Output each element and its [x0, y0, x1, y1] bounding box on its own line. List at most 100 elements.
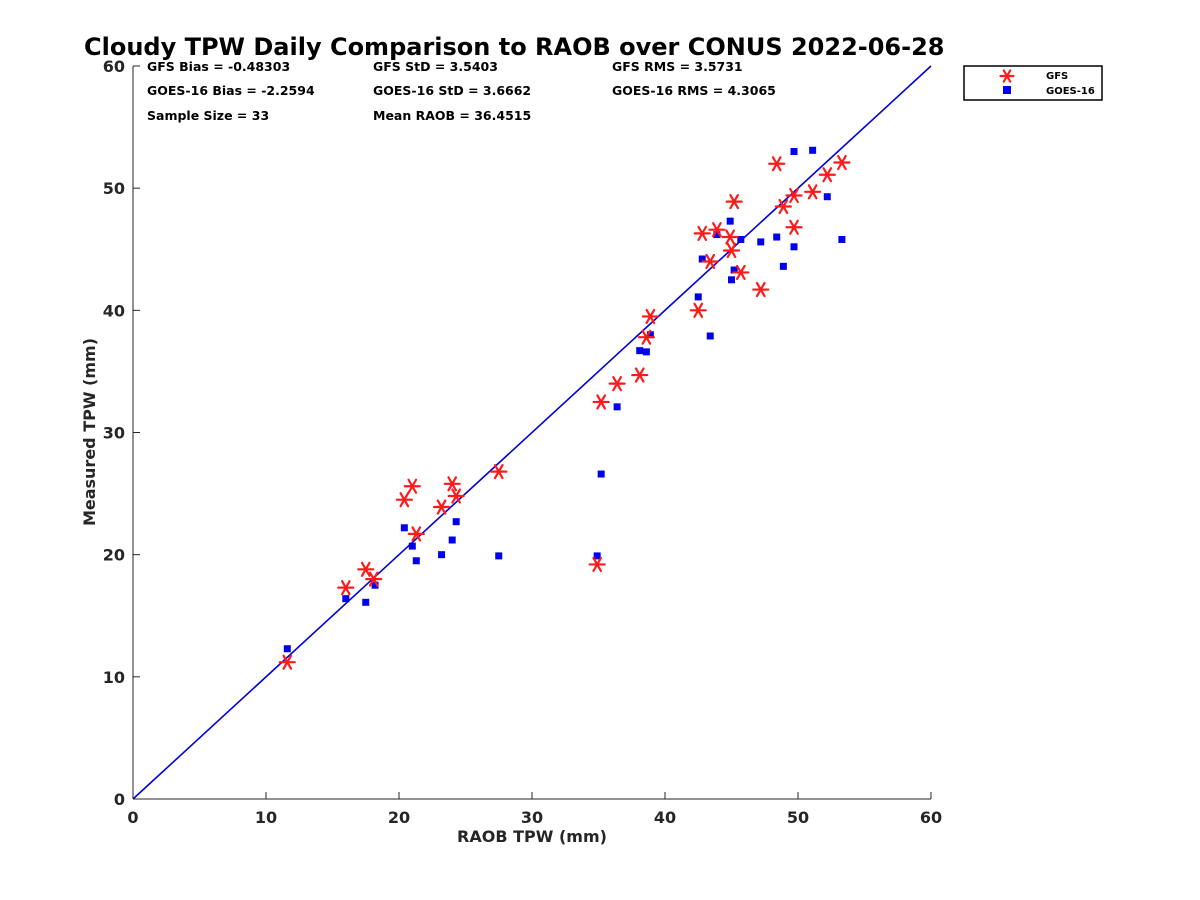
gfs-point — [592, 394, 610, 410]
y-tick-label: 0 — [114, 790, 125, 809]
gfs-point — [432, 499, 451, 515]
goes16-point — [593, 552, 601, 560]
goes16-point — [823, 193, 831, 201]
goes16-point — [613, 403, 621, 411]
gfs-point — [637, 329, 655, 345]
y-tick-label: 60 — [103, 57, 125, 76]
gfs-point — [785, 219, 803, 235]
goes16-point — [495, 552, 503, 560]
goes16-point — [790, 148, 798, 156]
x-tick-label: 0 — [127, 808, 138, 827]
y-axis-label: Measured TPW (mm) — [80, 338, 99, 526]
x-tick-label: 60 — [920, 808, 942, 827]
goes16-point — [412, 557, 420, 565]
goes16-point — [400, 524, 408, 532]
goes16-point — [757, 238, 765, 246]
gfs-point — [722, 242, 741, 259]
x-tick-label: 30 — [521, 808, 543, 827]
goes16-point — [838, 235, 846, 243]
gfs-std-text: GFS StD = 3.5403 — [373, 59, 498, 74]
legend-gfs-marker — [999, 69, 1015, 83]
goes16-point — [728, 276, 735, 284]
chart-title: Cloudy TPW Daily Comparison to RAOB over… — [84, 33, 944, 61]
goes-rms-text: GOES-16 RMS = 4.3065 — [612, 83, 776, 98]
gfs-point — [818, 167, 836, 183]
goes16-point — [737, 235, 745, 243]
gfs-point — [395, 492, 413, 508]
legend-gfs-asterisk — [999, 69, 1015, 83]
gfs-point — [774, 198, 792, 215]
goes16-point — [642, 348, 650, 356]
goes16-point — [726, 217, 734, 225]
goes16-point — [438, 551, 446, 559]
goes16-point — [773, 233, 781, 241]
legend: GFS GOES-16 — [963, 65, 1103, 101]
data-layer — [132, 65, 932, 800]
goes-std-text: GOES-16 StD = 3.6662 — [373, 83, 531, 98]
gfs-point — [833, 154, 851, 171]
goes16-point — [646, 331, 654, 339]
gfs-point — [490, 463, 508, 480]
x-axis-label: RAOB TPW (mm) — [457, 827, 607, 846]
goes16-point — [790, 243, 798, 251]
x-tick-label: 40 — [654, 808, 676, 827]
stats-block: GFS Bias = -0.48303 GFS StD = 3.5403 GFS… — [147, 59, 776, 123]
goes16-point — [706, 332, 714, 340]
gfs-rms-text: GFS RMS = 3.5731 — [612, 59, 743, 74]
goes16-point — [730, 266, 738, 274]
gfs-point — [337, 580, 355, 596]
y-tick-label: 10 — [103, 668, 125, 687]
goes16-point — [371, 581, 379, 589]
gfs-point — [641, 308, 659, 325]
goes16-point — [809, 146, 817, 154]
legend-gfs-label: GFS — [1046, 71, 1068, 82]
y-tick-label: 50 — [103, 179, 125, 198]
gfs-point — [725, 194, 743, 210]
x-tick-label: 50 — [787, 808, 809, 827]
gfs-point — [693, 225, 711, 241]
gfs-point — [752, 281, 770, 298]
gfs-point — [447, 488, 465, 504]
y-tick-label: 20 — [103, 546, 125, 565]
gfs-point — [701, 253, 719, 270]
gfs-point — [768, 156, 786, 172]
gfs-bias-text: GFS Bias = -0.48303 — [147, 59, 290, 74]
gfs-point — [588, 556, 606, 573]
sample-size-text: Sample Size = 33 — [147, 108, 269, 123]
goes-bias-text: GOES-16 Bias = -2.2594 — [147, 83, 315, 98]
gfs-point — [365, 571, 383, 587]
goes16-point — [408, 542, 416, 550]
gfs-point — [443, 476, 461, 492]
gfs-point — [403, 478, 421, 494]
gfs-point — [708, 222, 726, 238]
goes16-point — [597, 470, 605, 478]
mean-raob-text: Mean RAOB = 36.4515 — [373, 108, 531, 123]
goes16-point — [713, 231, 721, 239]
gfs-point — [407, 526, 425, 542]
y-tick-label: 40 — [103, 301, 125, 320]
gfs-point — [278, 654, 296, 670]
legend-goes16-label: GOES-16 — [1046, 86, 1095, 97]
goes16-point — [694, 293, 702, 301]
legend-goes16-marker — [1003, 86, 1011, 94]
axes-layer: 0 10 20 30 40 50 60 0 10 20 30 40 50 60 — [103, 57, 942, 827]
gfs-point — [732, 264, 750, 281]
goes16-point — [636, 347, 644, 355]
x-tick-label: 10 — [255, 808, 277, 827]
goes16-point — [779, 262, 787, 270]
y-tick-label: 30 — [103, 424, 125, 443]
gfs-point — [608, 376, 626, 392]
goes16-point — [342, 595, 350, 603]
goes16-point — [698, 255, 706, 263]
gfs-point — [721, 229, 739, 245]
legend-box — [963, 65, 1103, 101]
goes16-point — [283, 645, 291, 653]
gfs-point — [785, 187, 803, 204]
gfs-point — [357, 561, 375, 577]
gfs-point — [804, 184, 822, 200]
gfs-point — [631, 367, 649, 383]
goes16-point — [452, 518, 460, 526]
goes16-point — [362, 598, 370, 606]
gfs-point — [689, 302, 707, 318]
